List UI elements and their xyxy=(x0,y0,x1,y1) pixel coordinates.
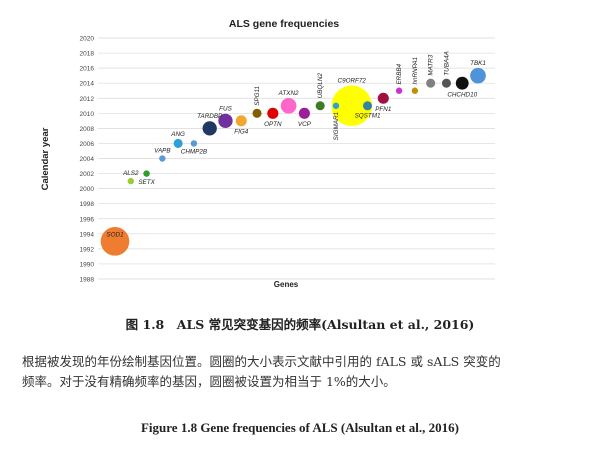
bubble-label-c9orf72: C9ORF72 xyxy=(338,78,367,85)
bubble-c9orf72 xyxy=(331,85,372,127)
bubble-tbk1 xyxy=(470,67,486,84)
bubble-label-fig4: FIG4 xyxy=(234,128,248,135)
y-tick-label: 1994 xyxy=(80,231,95,238)
bubble-label-tuba4a: TUBA4A xyxy=(443,51,450,76)
bubble-fig4 xyxy=(235,115,247,127)
bubble-chmp2b xyxy=(190,140,198,147)
description-line-2: 频率。对于没有精确频率的基因，圆圈被设置为相当于 1%的大小。 xyxy=(22,374,396,389)
bubble-label-setx: SETX xyxy=(138,179,155,186)
bubble-label-atxn2: ATXN2 xyxy=(278,90,299,97)
y-tick-labels: 1988 1990 1992 1994 1996 1998 2000 2002 2004 2006… xyxy=(80,36,95,284)
bubble-label-spg11: SPG11 xyxy=(254,86,261,106)
y-tick-label: 2014 xyxy=(80,81,95,88)
bubble-label-ang: ANG xyxy=(170,131,185,138)
bubble-ubqln2 xyxy=(315,101,325,111)
bubble-atxn2 xyxy=(280,97,297,114)
bubble-label-chchd10: CHCHD10 xyxy=(447,92,477,99)
y-tick-label: 1988 xyxy=(80,277,95,284)
y-tick-label: 2020 xyxy=(80,36,95,43)
bubble-sod1 xyxy=(100,227,130,256)
y-tick-label: 1996 xyxy=(80,216,95,223)
bubble-vcp xyxy=(298,107,310,119)
bubble-tuba4a xyxy=(441,78,451,88)
y-tick-label: 2006 xyxy=(80,141,95,148)
figure-caption-chinese: 图 1.8 ALS 常见突变基因的频率(Alsultan et al., 201… xyxy=(125,317,475,332)
bubble-matr3 xyxy=(426,78,436,88)
bubble-sigmar1 xyxy=(332,102,340,109)
bubble-label-vcp: VCP xyxy=(298,121,312,128)
y-tick-label: 2002 xyxy=(80,171,95,178)
bubble-chchd10 xyxy=(455,76,469,90)
y-tick-label: 1992 xyxy=(80,246,95,253)
bubble-ang xyxy=(173,138,183,148)
y-tick-label: 2004 xyxy=(80,156,95,163)
y-tick-label: 1998 xyxy=(80,201,95,208)
bubble-fus xyxy=(218,113,233,128)
y-tick-label: 2010 xyxy=(80,111,95,118)
bubble-chart: ALS gene frequencies 1988 1990 1992 1994 199… xyxy=(40,18,495,289)
bubble-label-tardbp: TARDBP xyxy=(197,113,223,120)
bubble-setx xyxy=(143,170,150,177)
bubble-label-sod1: SOD1 xyxy=(106,231,123,238)
chart-title: ALS gene frequencies xyxy=(229,18,339,30)
bubble-tardbp xyxy=(202,121,217,136)
bubble-label-chmp2b: CHMP2B xyxy=(181,149,207,156)
bubble-label-tbk1: TBK1 xyxy=(470,60,486,67)
x-axis-label: Genes xyxy=(274,280,299,289)
bubble-pfn1 xyxy=(377,92,389,104)
bubble-label-erbb4: ERBB4 xyxy=(396,63,403,84)
bubble-label-pfn1: PFN1 xyxy=(375,106,391,113)
figure-caption-english: Figure 1.8 Gene frequencies of ALS (Alsu… xyxy=(140,420,459,435)
bubbles xyxy=(100,67,486,256)
bubble-label-vapb: VAPB xyxy=(154,147,170,154)
y-tick-label: 2016 xyxy=(80,66,95,73)
y-axis-label: Calendar year xyxy=(40,127,51,190)
bubble-label-optn: OPTN xyxy=(264,121,282,128)
bubble-hnrnpa1 xyxy=(411,87,419,94)
bubble-sqstm1 xyxy=(362,101,373,111)
y-tick-label: 2012 xyxy=(80,96,95,103)
bubble-vapb xyxy=(159,155,166,162)
bubble-als2 xyxy=(127,177,134,185)
bubble-label-als2: ALS2 xyxy=(122,170,139,177)
bubble-label-fus: FUS xyxy=(219,106,232,113)
description-line-1: 根据被发现的年份绘制基因位置。圆圈的大小表示文献中引用的 fALS 或 sALS… xyxy=(22,354,501,369)
bubble-spg11 xyxy=(252,108,262,118)
y-tick-label: 2008 xyxy=(80,126,95,133)
bubble-label-sigmar1: SIGMAR1 xyxy=(333,112,340,140)
y-tick-label: 2000 xyxy=(80,186,95,193)
bubble-label-sqstm1: SQSTM1 xyxy=(355,112,381,119)
bubble-optn xyxy=(267,107,279,119)
bubble-label-matr3: MATR3 xyxy=(428,54,435,75)
bubble-label-hnrnpa1: hnRNPA1 xyxy=(412,57,419,85)
bubble-label-ubqln2: UBQLN2 xyxy=(317,73,324,99)
gridlines xyxy=(98,37,495,280)
bubble-erbb4 xyxy=(395,87,403,94)
y-tick-label: 1990 xyxy=(80,261,95,268)
y-tick-label: 2018 xyxy=(80,51,95,58)
